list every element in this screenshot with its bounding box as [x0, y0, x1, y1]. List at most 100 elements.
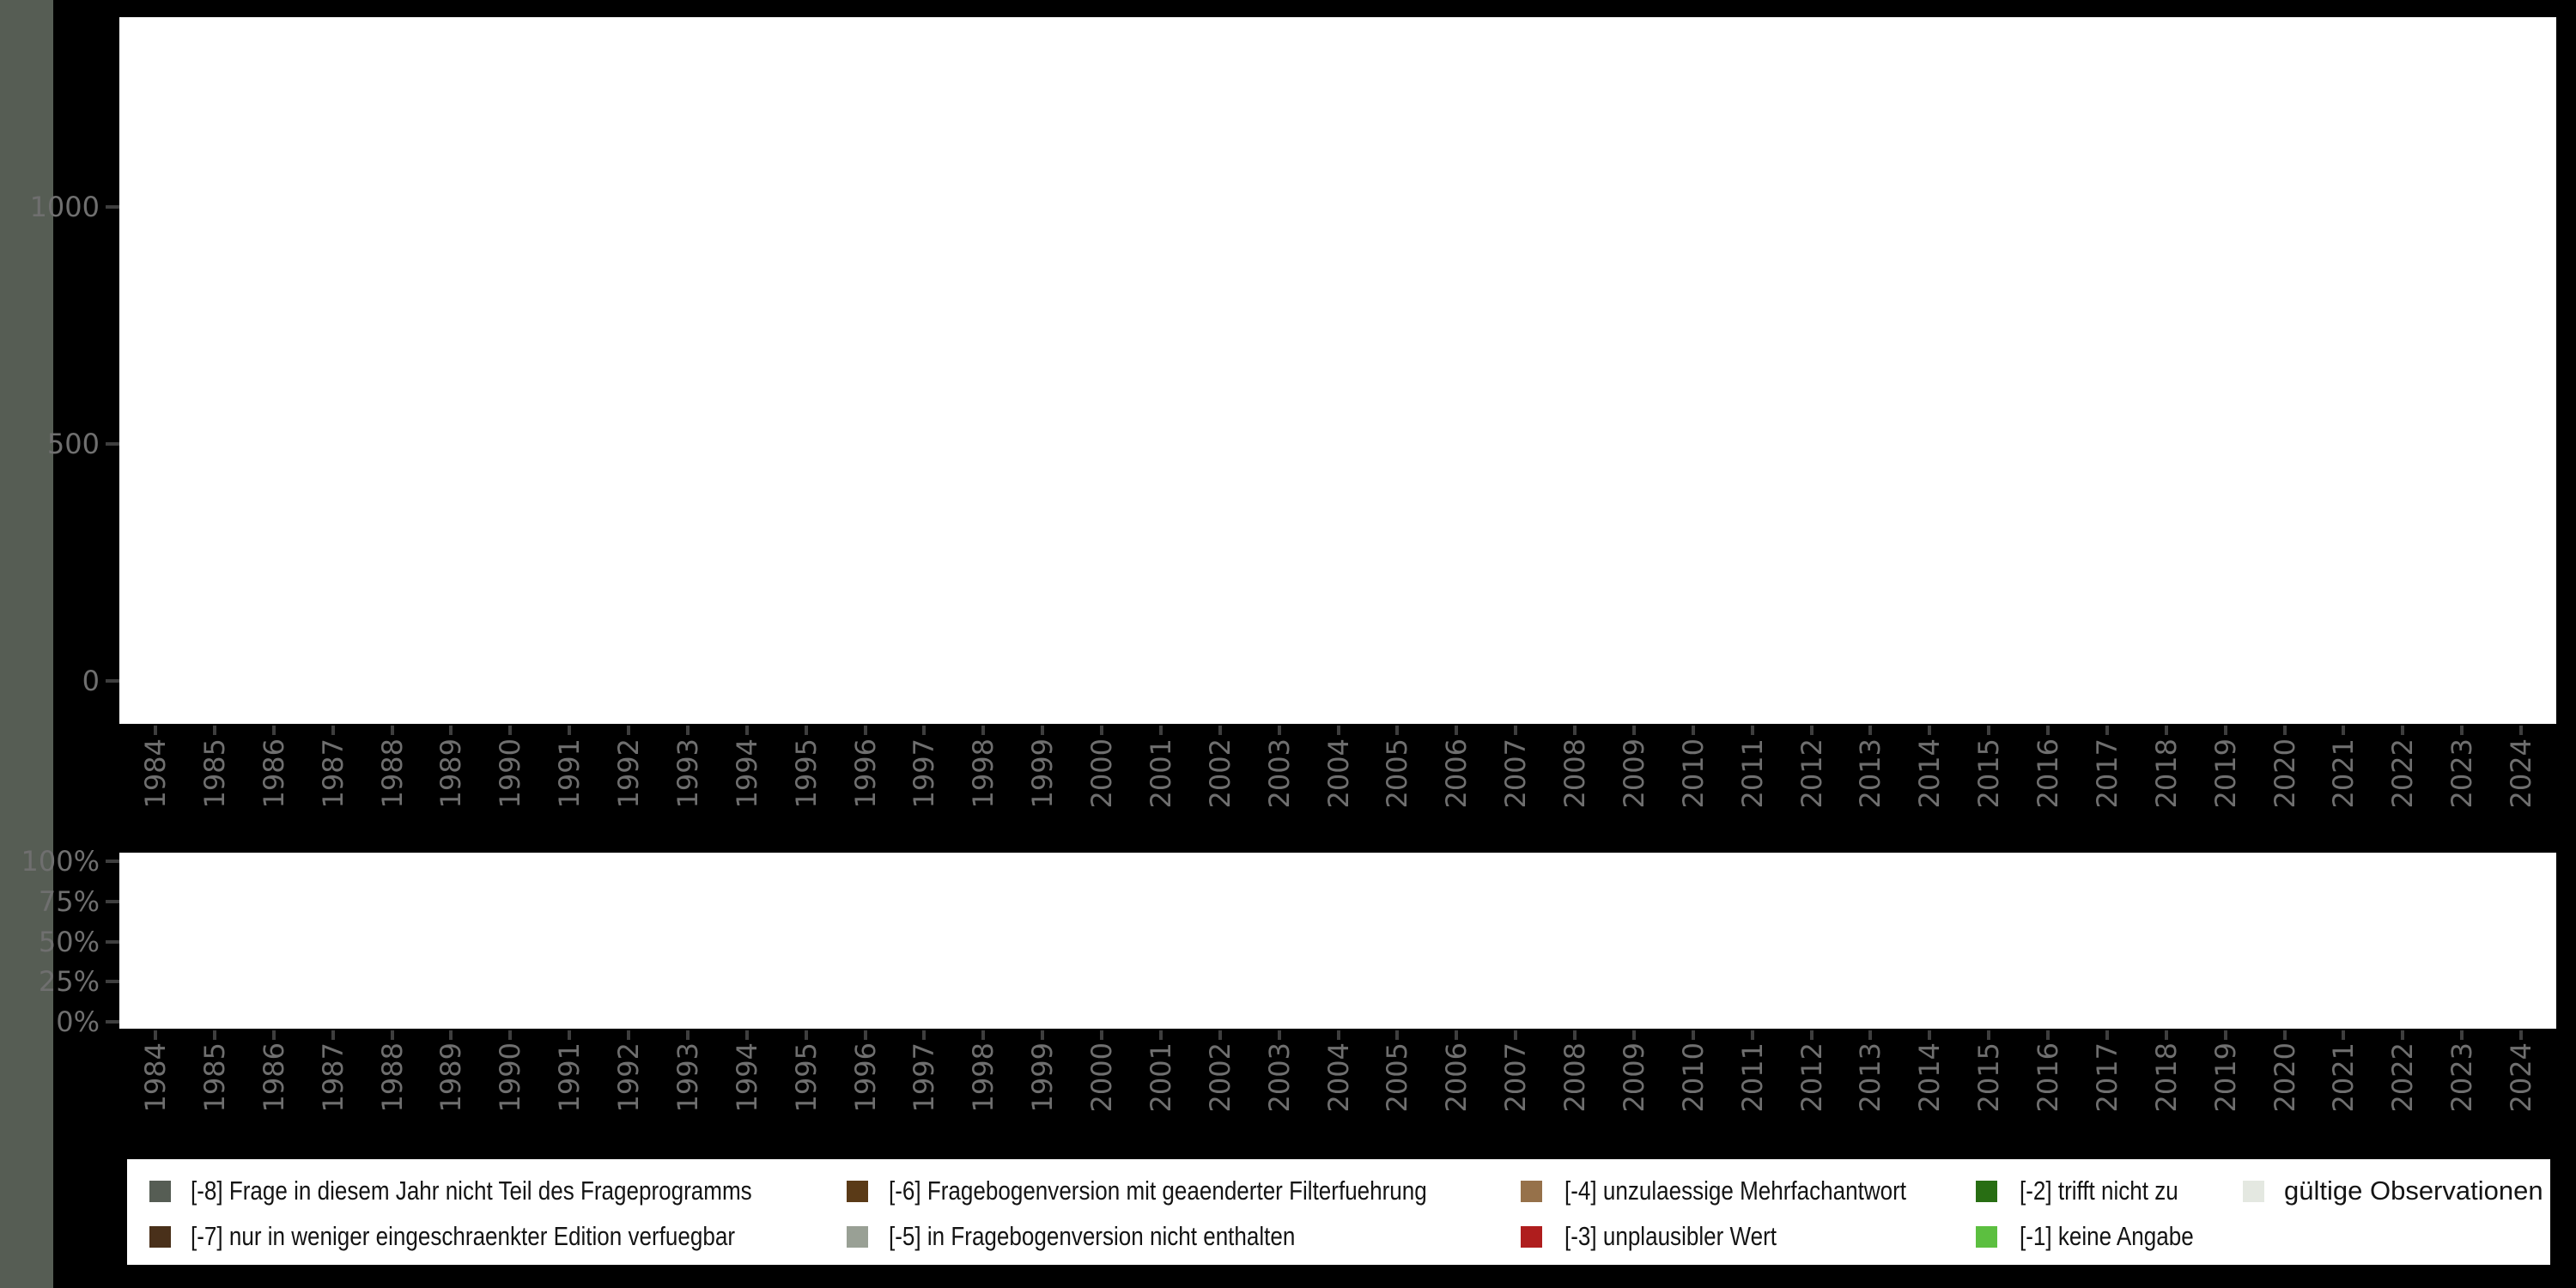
x-axis-label-top-1984: 1984: [135, 738, 176, 817]
x-axis-label-text: 2022: [2386, 738, 2420, 809]
x-axis-label-text: 2006: [1440, 738, 1473, 809]
x-axis-label-text: 2003: [1262, 738, 1296, 809]
x-axis-label-text: 1991: [553, 738, 586, 809]
x-axis-label-text: 1992: [612, 1042, 645, 1113]
x-axis-label-bottom-2021: 2021: [2323, 1042, 2364, 1121]
legend-label--1: [-1] keine Angabe: [2020, 1221, 2194, 1251]
x-axis-label-text: 2009: [1617, 1042, 1650, 1113]
x-axis-tick-top: [1218, 726, 1222, 735]
y-axis-tick-bottom: [106, 980, 119, 984]
legend-label--5: [-5] in Fragebogenversion nicht enthalte…: [889, 1221, 1296, 1251]
legend-key--8: [149, 1181, 171, 1202]
x-axis-label-bottom-2013: 2013: [1850, 1042, 1891, 1121]
x-axis-tick-top: [685, 726, 690, 735]
x-axis-label-bottom-2007: 2007: [1495, 1042, 1536, 1121]
y-axis-tick-top: [106, 442, 119, 446]
x-axis-label-text: 2015: [1972, 1042, 2006, 1113]
y-axis-tick-top: [106, 205, 119, 209]
x-axis-tick-top: [1987, 726, 1991, 735]
x-axis-tick-top: [1100, 726, 1103, 735]
x-axis-label-text: 2019: [2208, 1042, 2242, 1113]
x-axis-label-bottom-2006: 2006: [1436, 1042, 1477, 1121]
legend-key-valid: [2243, 1181, 2264, 1202]
stacked-bar-panel: [119, 853, 2556, 1029]
x-axis-label-top-2004: 2004: [1318, 738, 1359, 817]
x-axis-label-text: 1992: [612, 738, 645, 809]
x-axis-tick-bottom: [1455, 1030, 1459, 1040]
x-axis-label-text: 2015: [1972, 738, 2006, 809]
x-axis-label-text: 1996: [848, 738, 882, 809]
y-axis-label-bottom: 25%: [38, 965, 100, 999]
legend-label--2: [-2] trifft nicht zu: [2020, 1176, 2178, 1206]
x-axis-label-text: 2007: [1499, 1042, 1533, 1113]
x-axis-label-text: 1994: [730, 738, 763, 809]
x-axis-tick-bottom: [1041, 1030, 1045, 1040]
x-axis-label-bottom-2001: 2001: [1140, 1042, 1182, 1121]
x-axis-label-text: 2010: [1676, 738, 1710, 809]
x-axis-label-bottom-1993: 1993: [667, 1042, 708, 1121]
x-axis-label-text: 2002: [1203, 738, 1236, 809]
x-axis-tick-top: [2401, 726, 2405, 735]
x-axis-label-bottom-1998: 1998: [963, 1042, 1004, 1121]
x-axis-label-text: 2010: [1676, 1042, 1710, 1113]
x-axis-tick-bottom: [685, 1030, 690, 1040]
x-axis-label-bottom-2014: 2014: [1909, 1042, 1950, 1121]
x-axis-label-top-2006: 2006: [1436, 738, 1477, 817]
x-axis-tick-bottom: [1987, 1030, 1991, 1040]
x-axis-label-text: 2011: [1735, 1042, 1769, 1113]
x-axis-label-text: 2005: [1381, 738, 1414, 809]
x-axis-label-top-2001: 2001: [1140, 738, 1182, 817]
x-axis-tick-top: [1395, 726, 1400, 735]
legend-key--5: [847, 1226, 868, 1248]
x-axis-label-top-2008: 2008: [1554, 738, 1595, 817]
x-axis-tick-bottom: [1631, 1030, 1636, 1040]
x-axis-tick-bottom: [2342, 1030, 2346, 1040]
x-axis-label-text: 2017: [2090, 1042, 2123, 1113]
x-axis-tick-top: [981, 726, 986, 735]
x-axis-label-top-2022: 2022: [2382, 738, 2423, 817]
x-axis-label-bottom-2017: 2017: [2087, 1042, 2128, 1121]
x-axis-tick-bottom: [2164, 1030, 2168, 1040]
x-axis-label-bottom-1988: 1988: [372, 1042, 413, 1121]
legend-key--7: [149, 1226, 171, 1248]
x-axis-label-top-2023: 2023: [2441, 738, 2482, 817]
x-axis-tick-top: [508, 726, 513, 735]
x-axis-tick-top: [1158, 726, 1163, 735]
x-axis-label-text: 2009: [1617, 738, 1650, 809]
x-axis-label-text: 1987: [316, 738, 349, 809]
x-axis-tick-top: [922, 726, 927, 735]
x-axis-label-text: 1999: [1026, 738, 1060, 809]
x-axis-label-text: 2012: [1795, 738, 1828, 809]
x-axis-label-text: 2001: [1144, 738, 1177, 809]
x-axis-label-bottom-2000: 2000: [1081, 1042, 1122, 1121]
x-axis-label-top-1986: 1986: [253, 738, 295, 817]
y-axis-tick-bottom: [106, 939, 119, 944]
x-axis-label-top-2002: 2002: [1200, 738, 1241, 817]
x-axis-label-text: 1999: [1026, 1042, 1060, 1113]
x-axis-label-text: 1987: [316, 1042, 349, 1113]
x-axis-label-text: 2014: [1913, 1042, 1947, 1113]
x-axis-tick-top: [1514, 726, 1518, 735]
x-axis-label-top-1995: 1995: [786, 738, 827, 817]
bar-segment--8-1985: [0, 161, 53, 321]
x-axis-label-bottom-1989: 1989: [430, 1042, 471, 1121]
x-axis-label-bottom-2019: 2019: [2205, 1042, 2246, 1121]
x-axis-label-text: 1995: [789, 738, 823, 809]
x-axis-label-bottom-2022: 2022: [2382, 1042, 2423, 1121]
x-axis-label-bottom-1997: 1997: [903, 1042, 945, 1121]
x-axis-tick-bottom: [2223, 1030, 2227, 1040]
x-axis-label-bottom-1990: 1990: [489, 1042, 531, 1121]
x-axis-tick-top: [804, 726, 808, 735]
x-axis-tick-top: [1691, 726, 1695, 735]
x-axis-label-text: 1996: [848, 1042, 882, 1113]
x-axis-label-text: 2008: [1558, 1042, 1591, 1113]
x-axis-label-top-2007: 2007: [1495, 738, 1536, 817]
x-axis-tick-top: [2164, 726, 2168, 735]
x-axis-label-text: 2008: [1558, 738, 1591, 809]
x-axis-label-text: 2000: [1085, 1042, 1118, 1113]
x-axis-tick-bottom: [1514, 1030, 1518, 1040]
x-axis-tick-top: [627, 726, 630, 735]
x-axis-label-text: 2013: [1854, 738, 1887, 809]
x-axis-label-text: 1990: [494, 1042, 527, 1113]
y-axis-label-top: 0: [82, 665, 100, 697]
